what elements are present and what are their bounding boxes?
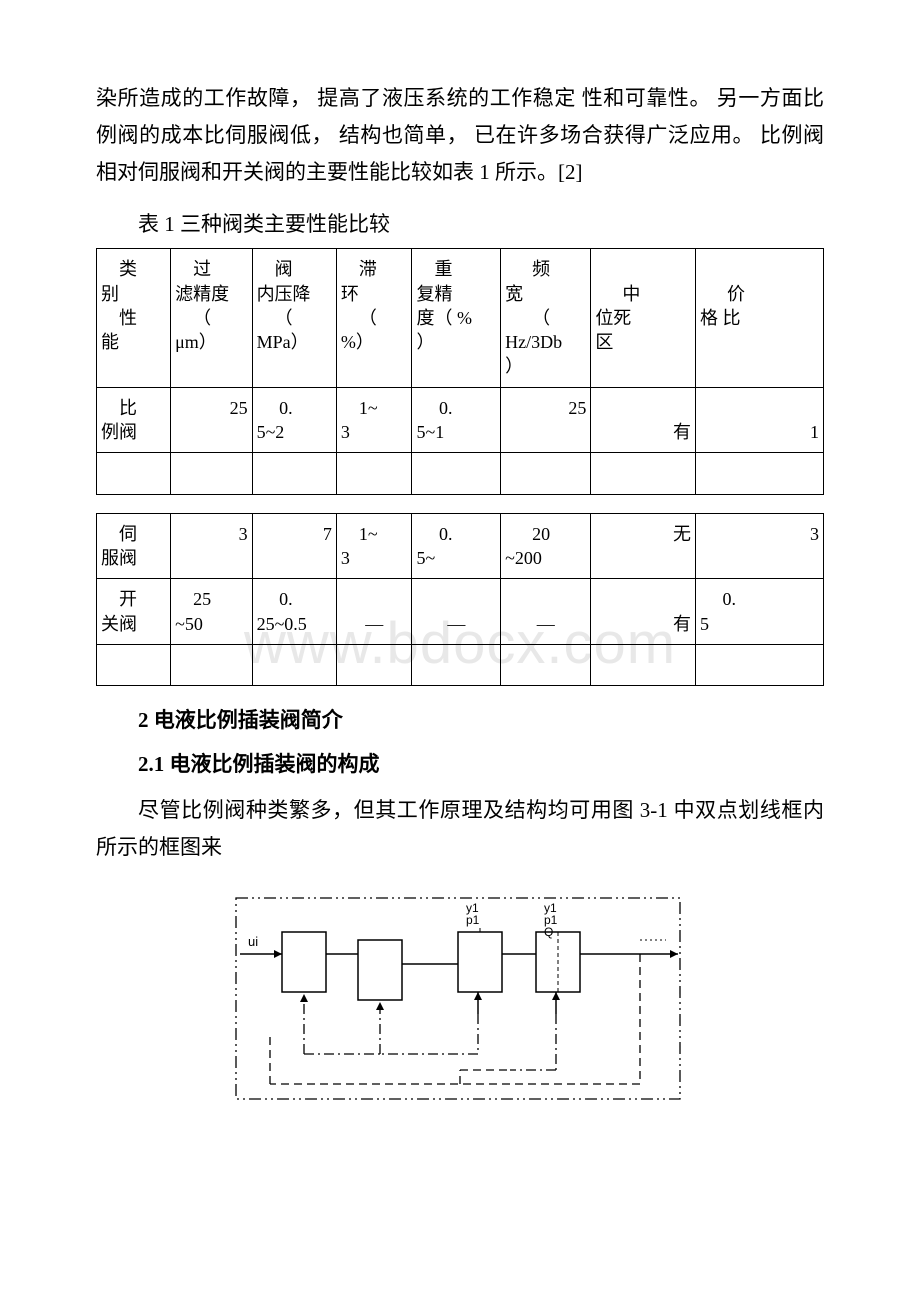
table-header-row: 类 别 性 能 过 滤精度 （ μm） 阀 内压降 （ MPa） 滞	[97, 249, 824, 387]
cell: 1	[696, 387, 824, 453]
cell-valve-type: 比例阀	[97, 387, 171, 453]
header-bandwidth: 频 宽 （ Hz/3Db ）	[501, 249, 591, 387]
header-category: 类 别 性 能	[97, 249, 171, 387]
diagram-label-q: Q	[544, 925, 553, 939]
table-caption: 表 1 三种阀类主要性能比较	[96, 208, 824, 238]
cell-valve-type: 开关阀	[97, 579, 171, 645]
cell: 7	[252, 513, 336, 579]
table-empty-row	[97, 453, 824, 494]
cell: 3	[171, 513, 252, 579]
header-hysteresis: 滞 环 （ %）	[336, 249, 412, 387]
diagram-label-p1a: p1	[466, 913, 480, 927]
cell: —	[412, 579, 501, 645]
comparison-table-upper: 类 别 性 能 过 滤精度 （ μm） 阀 内压降 （ MPa） 滞	[96, 248, 824, 494]
cell: 25~50	[171, 579, 252, 645]
cell: 3	[696, 513, 824, 579]
cell: 0.5	[696, 579, 824, 645]
header-price-ratio: 价 格 比	[696, 249, 824, 387]
header-deadzone: 中 位死 区	[591, 249, 696, 387]
cell: 0.5~	[412, 513, 501, 579]
heading-section-2-1: 2.1 电液比例插装阀的构成	[96, 748, 824, 778]
cell: 0.5~2	[252, 387, 336, 453]
heading-section-2: 2 电液比例插装阀简介	[96, 704, 824, 734]
header-filter-precision: 过 滤精度 （ μm）	[171, 249, 252, 387]
cell: 25	[171, 387, 252, 453]
cell: 0.25~0.5	[252, 579, 336, 645]
paragraph-intro: 染所造成的工作故障， 提高了液压系统的工作稳定 性和可靠性。 另一方面比例阀的成…	[96, 80, 824, 190]
table-empty-row	[97, 644, 824, 685]
comparison-table-lower: 伺服阀 3 7 1~3 0.5~ 20~200 无 3 开关阀 25~50 0.…	[96, 513, 824, 686]
paragraph-diagram-intro: 尽管比例阀种类繁多，但其工作原理及结构均可用图 3-1 中双点划线框内所示的框图…	[96, 792, 824, 866]
cell-valve-type: 伺服阀	[97, 513, 171, 579]
cell: 0.5~1	[412, 387, 501, 453]
block-diagram: ui y1 p1 y1 p1	[96, 884, 824, 1124]
cell: —	[336, 579, 412, 645]
cell: 有	[591, 387, 696, 453]
table-row: 伺服阀 3 7 1~3 0.5~ 20~200 无 3	[97, 513, 824, 579]
cell: 25	[501, 387, 591, 453]
table-row: 开关阀 25~50 0.25~0.5 — — — 有 0.5	[97, 579, 824, 645]
cell: —	[501, 579, 591, 645]
cell: 1~3	[336, 387, 412, 453]
diagram-label-ui: ui	[248, 934, 258, 949]
cell: 有	[591, 579, 696, 645]
cell: 1~3	[336, 513, 412, 579]
header-repeatability: 重 复精 度（ % ）	[412, 249, 501, 387]
header-pressure-drop: 阀 内压降 （ MPa）	[252, 249, 336, 387]
cell: 无	[591, 513, 696, 579]
cell: 20~200	[501, 513, 591, 579]
table-row: 比例阀 25 0.5~2 1~3 0.5~1 25 有 1	[97, 387, 824, 453]
